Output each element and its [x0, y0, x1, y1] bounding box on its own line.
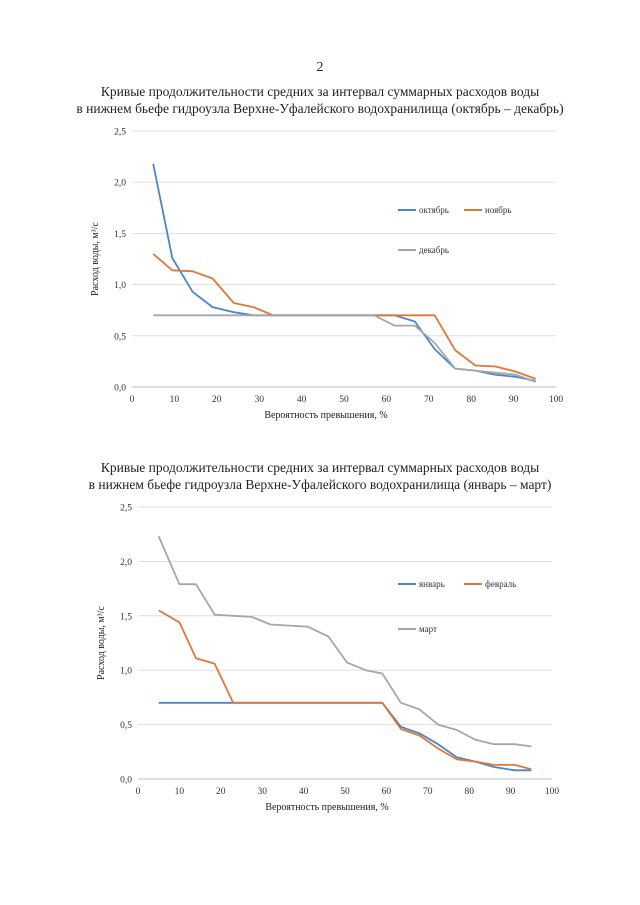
x-tick-label: 40 — [299, 787, 309, 797]
series-line-2 — [158, 609, 532, 771]
legend-label-1: октябрь — [419, 205, 449, 215]
y-tick-label: 2,5 — [114, 128, 126, 138]
legend-label-1: январь — [419, 579, 445, 589]
x-tick-label: 80 — [464, 787, 474, 797]
y-tick-label: 0,5 — [120, 721, 132, 731]
x-tick-label: 0 — [130, 395, 135, 405]
x-axis-label: Вероятность превышения, % — [265, 802, 388, 813]
chart-2-title-line-2: в нижнем бьефе гидроузла Верхне-Уфалейск… — [88, 477, 552, 492]
series-line-3 — [157, 536, 532, 748]
y-tick-label: 2,0 — [120, 558, 132, 568]
y-tick-label: 0,0 — [120, 776, 132, 786]
legend-label-3: март — [419, 624, 437, 634]
x-tick-label: 100 — [545, 787, 560, 797]
series-line-1 — [158, 701, 532, 772]
y-tick-label: 0,0 — [114, 384, 126, 394]
y-tick-label: 0,5 — [114, 332, 126, 342]
chart-2: 0,0 0,5 1,0 1,5 2,0 2,5 0 10 20 30 40 50 60 70 80 90 100… — [96, 504, 560, 814]
y-tick-label: 2,5 — [120, 504, 132, 514]
x-tick-label: 30 — [257, 787, 267, 797]
chart-1-title-line-1: Кривые продолжительности средних за инте… — [100, 84, 540, 99]
x-axis-label: Вероятность превышения, % — [264, 410, 387, 421]
chart-1-title: Кривые продолжительности средних за инте… — [0, 83, 640, 117]
y-tick-label: 1,5 — [120, 612, 132, 622]
y-axis-label: Расход воды, м³/с — [96, 605, 107, 680]
y-axis-label: Расход воды, м³/с — [90, 221, 101, 296]
x-tick-label: 20 — [212, 395, 222, 405]
x-tick-label: 90 — [509, 395, 519, 405]
x-tick-label: 60 — [382, 395, 392, 405]
x-tick-label: 100 — [549, 395, 564, 405]
y-tick-label: 1,5 — [114, 230, 126, 240]
x-tick-label: 20 — [216, 787, 226, 797]
y-tick-label: 1,0 — [120, 667, 132, 677]
chart-2-title-line-1: Кривые продолжительности средних за инте… — [100, 460, 540, 475]
page-number: 2 — [316, 60, 324, 75]
series-line-2 — [152, 253, 536, 380]
legend-label-2: февраль — [485, 579, 516, 589]
legend-label-3: декабрь — [419, 245, 449, 255]
legend-label-2: ноябрь — [485, 205, 511, 215]
x-tick-label: 70 — [424, 395, 434, 405]
chart-1-title-line-2: в нижнем бьефе гидроузла Верхне-Уфалейск… — [76, 101, 564, 116]
x-tick-label: 60 — [382, 787, 392, 797]
series-line-1 — [152, 163, 536, 382]
y-tick-label: 1,0 — [114, 281, 126, 291]
chart-1: 0,0 0,5 1,0 1,5 2,0 2,5 0 10 20 30 40 50 60 70 80 90 100… — [90, 128, 564, 422]
x-tick-label: 90 — [506, 787, 516, 797]
x-tick-label: 70 — [423, 787, 433, 797]
series-line-3 — [153, 314, 536, 383]
x-tick-label: 10 — [175, 787, 185, 797]
x-tick-label: 10 — [170, 395, 180, 405]
x-tick-label: 50 — [340, 787, 350, 797]
y-tick-label: 2,0 — [114, 179, 126, 189]
x-tick-label: 80 — [466, 395, 476, 405]
x-tick-label: 50 — [339, 395, 349, 405]
chart-2-title: Кривые продолжительности средних за инте… — [0, 459, 640, 493]
x-tick-label: 0 — [136, 787, 141, 797]
x-tick-label: 30 — [254, 395, 264, 405]
x-tick-label: 40 — [297, 395, 307, 405]
